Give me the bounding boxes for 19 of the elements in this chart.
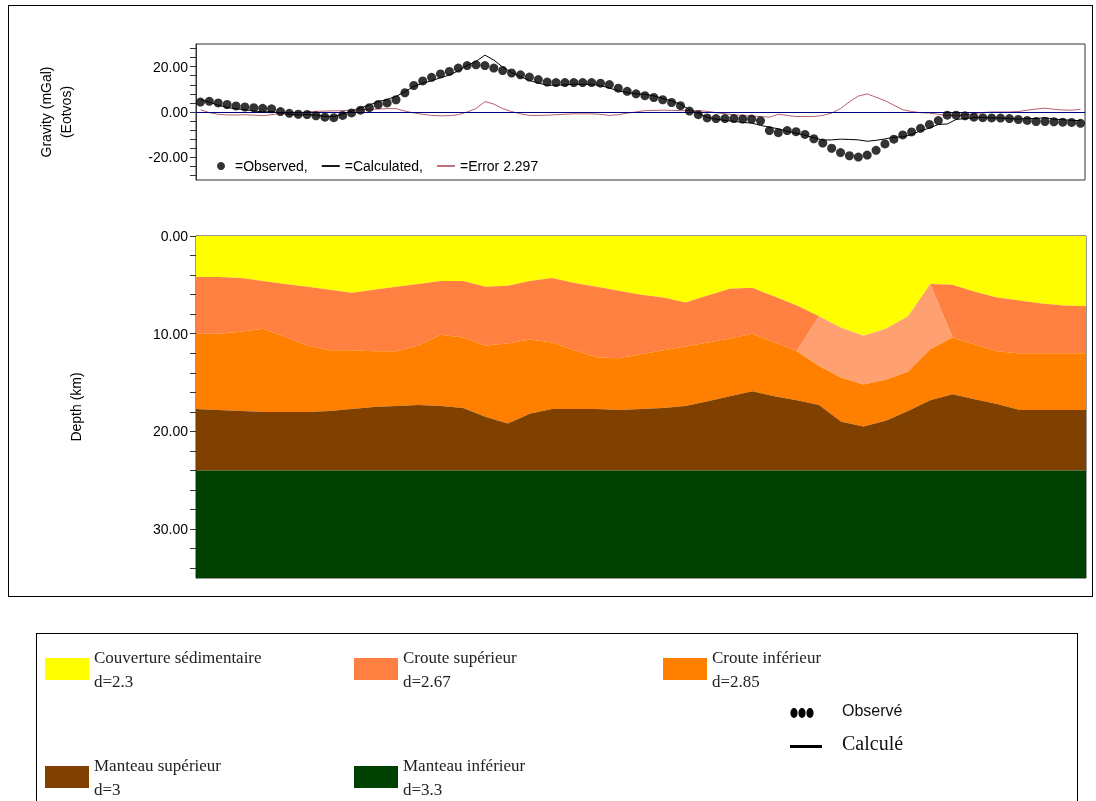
text: Observé xyxy=(842,702,903,720)
legend-label: Manteau supérieur d=3 xyxy=(94,755,222,799)
legend-label: Croute supérieur d=2.67 xyxy=(403,647,518,691)
y-tick-label: 10.00 xyxy=(152,325,189,342)
text: Calculé xyxy=(842,732,904,755)
y-tick-label: 0.00 xyxy=(160,104,189,120)
y-tick-label: 30.00 xyxy=(152,521,189,538)
legend-label: Couverture sédimentaire d=2.3 xyxy=(94,647,262,691)
y-tick-label: -20.00 xyxy=(148,149,189,166)
y-axis-title: Gravity (mGal) (Eotvos) xyxy=(38,66,74,158)
legend-label: =Error 2.297 xyxy=(459,158,539,174)
y-tick-label: 20.00 xyxy=(152,58,189,75)
legend-label: =Calculated, xyxy=(344,158,423,174)
y-axis-title: Depth (km) xyxy=(68,372,84,442)
y-tick-label: 0.00 xyxy=(160,228,189,244)
legend-label: =Observed, xyxy=(235,158,308,174)
legend-label: Croute inférieur d=2.85 xyxy=(712,647,822,691)
y-tick-label: 20.00 xyxy=(152,423,189,440)
legend-label: Manteau inférieur d=3.3 xyxy=(403,755,526,799)
